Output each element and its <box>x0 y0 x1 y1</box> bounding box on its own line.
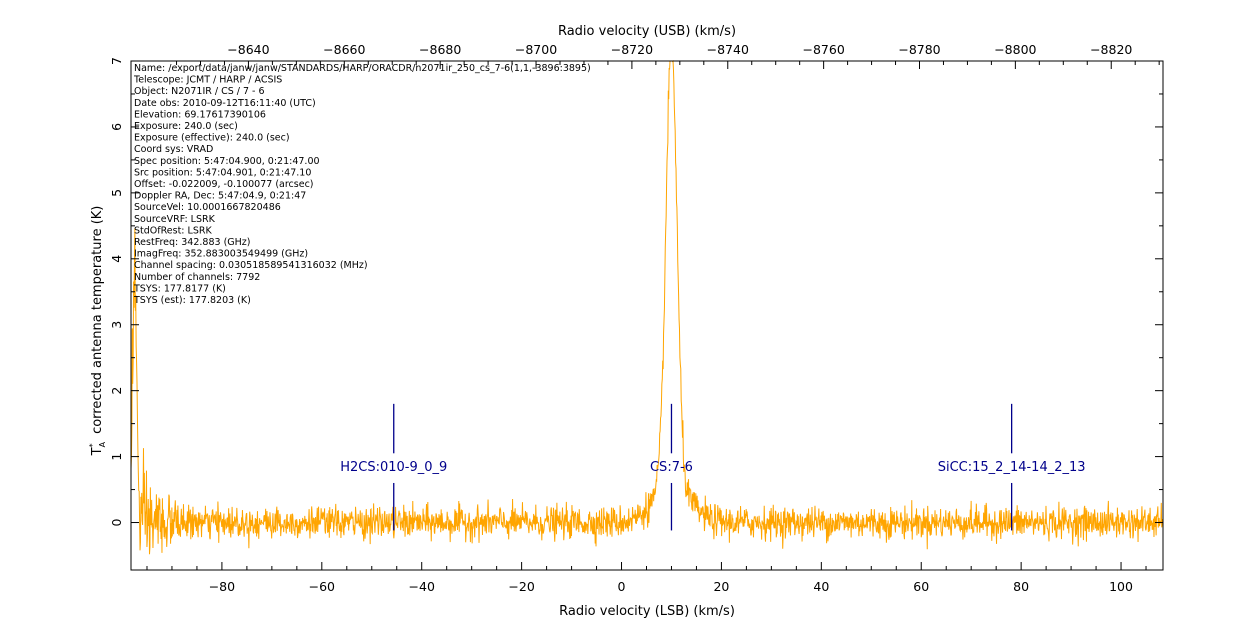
x2-tick-label: −8760 <box>802 42 844 57</box>
line-marker-label: SiCC:15_2_14-14_2_13 <box>938 460 1086 475</box>
metadata-line: Date obs: 2010-09-12T16:11:40 (UTC) <box>134 98 316 109</box>
x-tick-label: −40 <box>409 579 435 594</box>
y-tick-label: 7 <box>109 57 124 65</box>
y-axis-title: T*Acorrected antenna temperature (K) <box>88 206 107 457</box>
metadata-line: Coord sys: VRAD <box>134 144 213 155</box>
svg-text:T*Acorrected antenna temperatu: T*Acorrected antenna temperature (K) <box>88 206 107 457</box>
y-axis-symbol: T <box>90 447 105 456</box>
metadata-line: TSYS: 177.8177 (K) <box>133 283 226 294</box>
metadata-line: Elevation: 69.17617390106 <box>134 109 266 120</box>
line-marker-label: H2CS:010-9_0_9 <box>340 460 447 475</box>
y-axis-label: corrected antenna temperature (K) <box>90 206 105 434</box>
metadata-line: Spec position: 5:47:04.900, 0:21:47.00 <box>134 156 320 167</box>
metadata-line: TSYS (est): 177.8203 (K) <box>133 295 251 306</box>
x-tick-label: 100 <box>1109 579 1133 594</box>
y-axis-subscript: A <box>98 441 107 447</box>
y-axis-superscript: * <box>88 443 97 447</box>
x-tick-label: 0 <box>618 579 626 594</box>
x-tick-label: −80 <box>209 579 235 594</box>
x-tick-label: 20 <box>713 579 729 594</box>
x2-tick-label: −8680 <box>419 42 461 57</box>
x-axis-title: Radio velocity (LSB) (km/s) <box>559 604 735 619</box>
line-marker-label: CS:7-6 <box>650 460 693 475</box>
metadata-line: ImagFreq: 352.883003549499 (GHz) <box>134 249 308 260</box>
metadata-line: Offset: -0.022009, -0.100077 (arcsec) <box>134 179 314 190</box>
metadata-line: Telescope: JCMT / HARP / ACSIS <box>133 75 282 86</box>
metadata-line: Object: N2071IR / CS / 7 - 6 <box>134 86 265 97</box>
x-tick-label: −20 <box>508 579 534 594</box>
x2-tick-label: −8780 <box>898 42 940 57</box>
x2-tick-label: −8700 <box>515 42 557 57</box>
y-tick-label: 6 <box>109 123 124 131</box>
metadata-line: StdOfRest: LSRK <box>134 225 212 236</box>
y-tick-label: 3 <box>109 321 124 329</box>
y-tick-label: 1 <box>109 453 124 461</box>
metadata-line: Channel spacing: 0.030518589541316032 (M… <box>134 260 368 271</box>
metadata-block: Name: /export/data/janw/janw/STANDARDS/H… <box>133 63 591 306</box>
x-tick-label: 60 <box>913 579 929 594</box>
metadata-line: RestFreq: 342.883 (GHz) <box>134 237 250 248</box>
spectrum-layer <box>130 59 1164 555</box>
y-tick-label: 4 <box>109 255 124 263</box>
metadata-line: Doppler RA, Dec: 5:47:04.9, 0:21:47 <box>134 191 306 202</box>
spectrum-line <box>130 59 1164 555</box>
x2-tick-label: −8720 <box>611 42 653 57</box>
metadata-line: Number of channels: 7792 <box>134 272 260 283</box>
x2-axis-title: Radio velocity (USB) (km/s) <box>558 24 736 39</box>
x-tick-label: 80 <box>1013 579 1029 594</box>
x2-tick-label: −8640 <box>227 42 269 57</box>
metadata-line: Exposure (effective): 240.0 (sec) <box>134 133 290 144</box>
y-tick-label: 0 <box>109 519 124 527</box>
x-tick-label: 40 <box>813 579 829 594</box>
metadata-line: Name: /export/data/janw/janw/STANDARDS/H… <box>134 63 591 74</box>
y-tick-label: 2 <box>109 387 124 395</box>
ticks-layer: −80 −60 −40 −20 0 20 40 60 80 100−8640 −8660 −8680−… <box>109 42 1163 594</box>
x2-tick-label: −8740 <box>707 42 749 57</box>
line-markers-layer: H2CS:010-9_0_9 CS:7-6 SiCC:15_2_14-14_2_13 <box>340 403 1086 531</box>
x2-tick-label: −8800 <box>994 42 1036 57</box>
x-tick-label: −60 <box>309 579 335 594</box>
y-tick-label: 5 <box>109 189 124 197</box>
metadata-line: Src position: 5:47:04.901, 0:21:47.10 <box>134 167 311 178</box>
x2-tick-label: −8820 <box>1090 42 1132 57</box>
x2-tick-label: −8660 <box>323 42 365 57</box>
metadata-line: SourceVel: 10.0001667820486 <box>134 202 281 213</box>
metadata-line: SourceVRF: LSRK <box>134 214 216 225</box>
metadata-line: Exposure: 240.0 (sec) <box>134 121 238 132</box>
